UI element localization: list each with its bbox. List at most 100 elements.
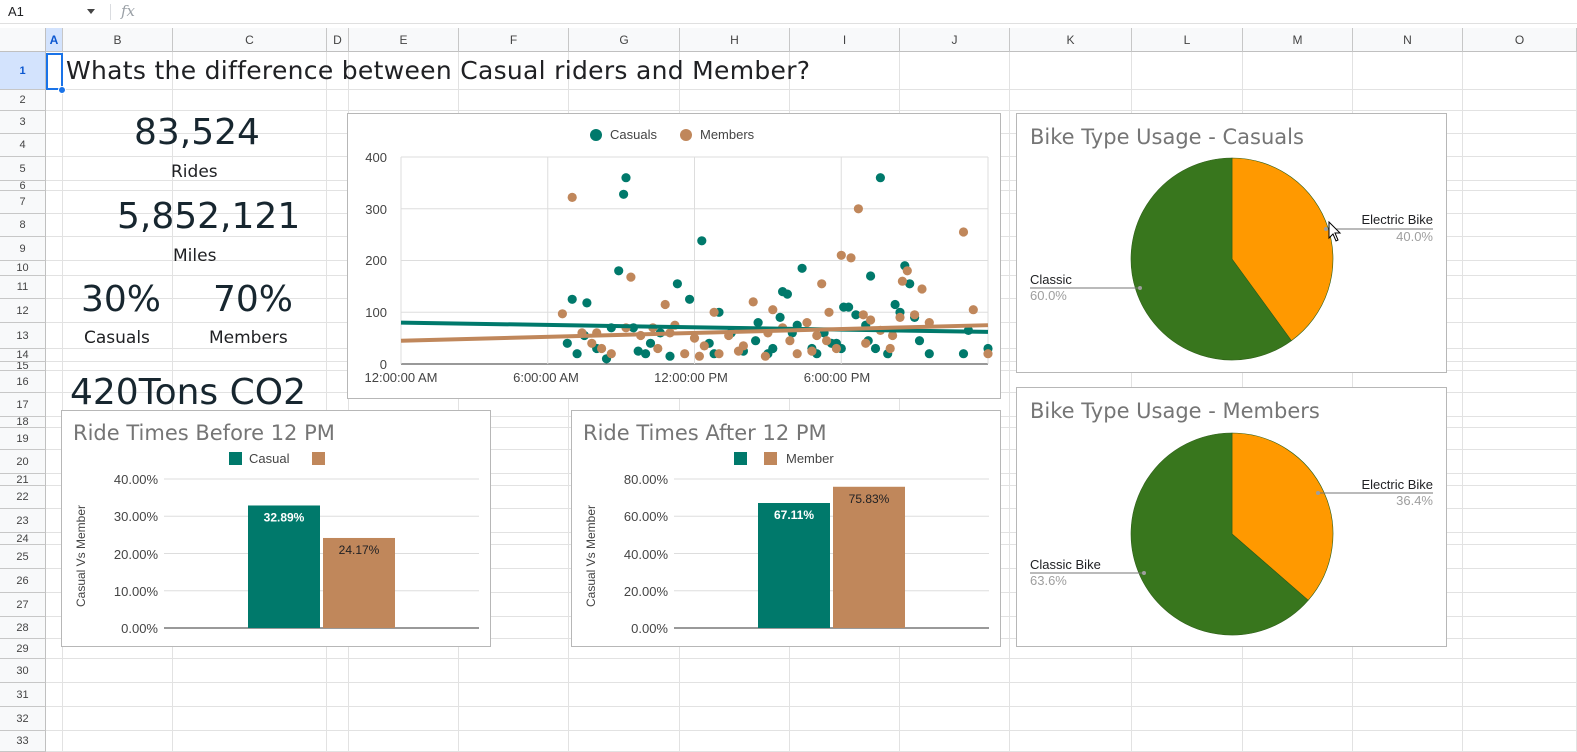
sheet-heading[interactable]: Whats the difference between Casual ride… <box>66 56 811 85</box>
legend-member-label: Member <box>786 451 834 466</box>
column-header-o[interactable]: O <box>1463 28 1577 52</box>
scatter-point-casuals <box>775 312 785 322</box>
column-header-f[interactable]: F <box>459 28 569 52</box>
row-header-22[interactable]: 22 <box>0 486 46 509</box>
y-tick: 400 <box>365 150 387 165</box>
row-header-24[interactable]: 24 <box>0 533 46 545</box>
row-header-19[interactable]: 19 <box>0 428 46 450</box>
column-header-k[interactable]: K <box>1010 28 1132 52</box>
scatter-point-members <box>699 341 709 351</box>
row-header-13[interactable]: 13 <box>0 323 46 349</box>
row-header-2[interactable]: 2 <box>0 90 46 111</box>
row-header-14[interactable]: 14 <box>0 349 46 362</box>
row-gridline <box>46 730 1577 731</box>
row-header-7[interactable]: 7 <box>0 191 46 214</box>
scatter-chart-panel[interactable]: Casuals Members 400 300 200 100 0 12:00:… <box>347 113 1001 399</box>
casual-label[interactable]: Casuals <box>84 328 150 348</box>
trendline-members <box>400 323 989 343</box>
formula-bar: A1 fx <box>0 0 1577 24</box>
name-box[interactable]: A1 <box>0 0 104 24</box>
row-header-25[interactable]: 25 <box>0 545 46 569</box>
row-header-18[interactable]: 18 <box>0 417 46 428</box>
y-tick: 200 <box>365 253 387 268</box>
scatter-point-members <box>917 284 927 294</box>
row-header-4[interactable]: 4 <box>0 134 46 157</box>
column-header-c[interactable]: C <box>173 28 327 52</box>
fill-handle[interactable] <box>58 86 66 94</box>
row-header-26[interactable]: 26 <box>0 569 46 593</box>
chart-title: Bike Type Usage - Members <box>1030 399 1320 423</box>
column-header-b[interactable]: B <box>63 28 173 52</box>
scatter-point-members <box>802 318 812 328</box>
scatter-point-casuals <box>645 338 656 348</box>
row-header-27[interactable]: 27 <box>0 593 46 617</box>
row-gridline <box>46 658 1577 659</box>
row-header-15[interactable]: 15 <box>0 362 46 371</box>
row-header-17[interactable]: 17 <box>0 393 46 417</box>
column-gridline <box>679 52 680 752</box>
row-header-10[interactable]: 10 <box>0 261 46 276</box>
column-gridline <box>568 52 569 752</box>
scatter-point-members <box>895 312 905 322</box>
column-header-n[interactable]: N <box>1353 28 1463 52</box>
co2-value[interactable]: 420Tons CO2 <box>70 372 307 413</box>
row-header-33[interactable]: 33 <box>0 731 46 752</box>
column-header-j[interactable]: J <box>900 28 1010 52</box>
electric-percent: 36.4% <box>1396 493 1433 508</box>
row-header-1[interactable]: 1 <box>0 52 46 90</box>
column-header-l[interactable]: L <box>1132 28 1243 52</box>
rides-label[interactable]: Rides <box>171 162 218 182</box>
column-header-d[interactable]: D <box>327 28 349 52</box>
scatter-point-casuals <box>685 294 695 304</box>
before-noon-chart-panel[interactable]: Ride Times Before 12 PM Casual Casual Vs… <box>61 410 491 647</box>
scatter-point-members <box>861 338 871 348</box>
scatter-point-members <box>792 349 802 359</box>
member-percent[interactable]: 70% <box>213 279 294 320</box>
formula-separator <box>110 4 111 20</box>
pie-casuals-panel[interactable]: Bike Type Usage - Casuals Electric Bike … <box>1016 113 1447 373</box>
leader-dot <box>1316 491 1320 495</box>
miles-label[interactable]: Miles <box>173 246 217 266</box>
pie-members-panel[interactable]: Bike Type Usage - Members Electric Bike … <box>1016 387 1447 647</box>
row-header-9[interactable]: 9 <box>0 237 46 261</box>
casual-percent[interactable]: 30% <box>81 279 162 320</box>
row-header-3[interactable]: 3 <box>0 111 46 134</box>
column-header-i[interactable]: I <box>790 28 900 52</box>
row-header-28[interactable]: 28 <box>0 617 46 639</box>
legend-member-marker <box>680 129 692 141</box>
row-header-30[interactable]: 30 <box>0 659 46 683</box>
row-header-20[interactable]: 20 <box>0 450 46 474</box>
scatter-point-casuals <box>890 299 900 310</box>
y-tick: 0.00% <box>121 621 158 636</box>
row-header-23[interactable]: 23 <box>0 509 46 533</box>
row-header-6[interactable]: 6 <box>0 181 46 191</box>
y-tick: 100 <box>365 305 387 320</box>
bar-member <box>323 537 395 628</box>
scatter-point-members <box>824 307 834 317</box>
column-header-a[interactable]: A <box>46 28 63 52</box>
row-header-11[interactable]: 11 <box>0 276 46 299</box>
row-header-12[interactable]: 12 <box>0 299 46 323</box>
x-tick: 6:00:00 AM <box>513 370 579 385</box>
chevron-down-icon[interactable] <box>87 9 95 14</box>
row-header-32[interactable]: 32 <box>0 707 46 731</box>
row-header-21[interactable]: 21 <box>0 474 46 486</box>
row-header-31[interactable]: 31 <box>0 683 46 707</box>
member-label[interactable]: Members <box>209 328 288 348</box>
scatter-point-members <box>567 192 577 202</box>
column-header-h[interactable]: H <box>680 28 790 52</box>
miles-value[interactable]: 5,852,121 <box>117 196 301 237</box>
row-header-16[interactable]: 16 <box>0 371 46 393</box>
select-all-corner[interactable] <box>0 28 46 52</box>
bar-member <box>833 486 905 628</box>
column-header-e[interactable]: E <box>349 28 459 52</box>
active-cell-selection[interactable] <box>46 53 63 90</box>
row-header-8[interactable]: 8 <box>0 214 46 237</box>
rides-value[interactable]: 83,524 <box>134 112 260 153</box>
row-header-29[interactable]: 29 <box>0 639 46 659</box>
after-noon-chart-panel[interactable]: Ride Times After 12 PM Member Casual Vs … <box>571 410 1001 647</box>
row-header-5[interactable]: 5 <box>0 157 46 181</box>
column-header-g[interactable]: G <box>569 28 680 52</box>
column-header-m[interactable]: M <box>1243 28 1353 52</box>
